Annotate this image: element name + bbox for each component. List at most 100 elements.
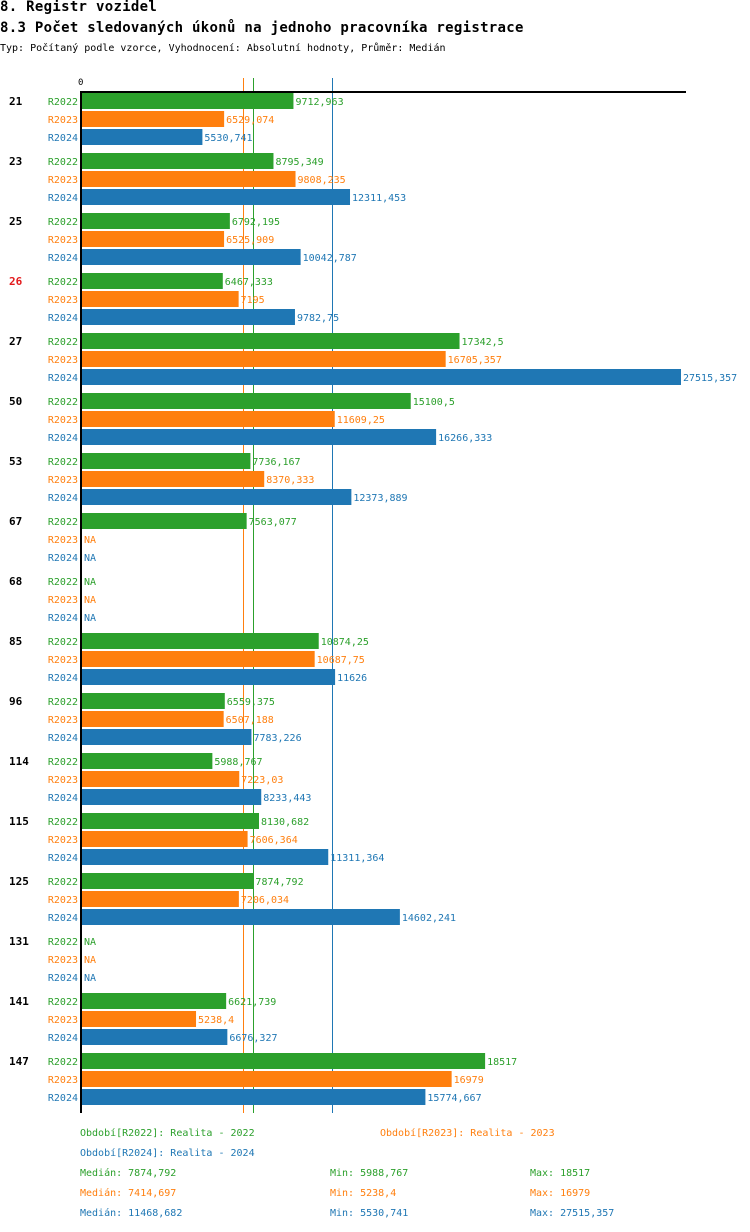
series-label: R2023 [48, 535, 78, 546]
series-label: R2022 [48, 637, 78, 648]
bar-value-label: 10687,75 [317, 655, 365, 666]
bar-value-label: 12311,453 [352, 193, 406, 204]
bar [82, 789, 262, 805]
bar-value-label: NA [84, 973, 96, 984]
bar-value-label: 7783,226 [253, 733, 301, 744]
series-label: R2023 [48, 235, 78, 246]
series-label: R2023 [48, 595, 78, 606]
bar-value-label: 17342,5 [462, 337, 504, 348]
category-label: 27 [9, 335, 22, 348]
bar-value-label: 8130,682 [261, 817, 309, 828]
bar-value-label: 11609,25 [337, 415, 385, 426]
series-label: R2022 [48, 337, 78, 348]
bar-value-label: NA [84, 577, 96, 588]
series-label: R2023 [48, 115, 78, 126]
bar-value-label: 9808,235 [298, 175, 346, 186]
series-label: R2022 [48, 997, 78, 1008]
series-label: R2024 [48, 1033, 78, 1044]
series-label: R2022 [48, 217, 78, 228]
bar-value-label: 7195 [241, 295, 265, 306]
category-label: 131 [9, 935, 29, 948]
series-label: R2023 [48, 475, 78, 486]
series-label: R2024 [48, 193, 78, 204]
series-label: R2024 [48, 313, 78, 324]
bar [82, 273, 223, 289]
category-label: 25 [9, 215, 22, 228]
series-label: R2022 [48, 397, 78, 408]
series-label: R2024 [48, 373, 78, 384]
bar [82, 873, 254, 889]
series-label: R2024 [48, 133, 78, 144]
bar [82, 189, 351, 205]
bar [82, 831, 248, 847]
chart-subtitle: Typ: Počítaný podle vzorce, Vyhodnocení:… [0, 43, 446, 54]
category-label: 141 [9, 995, 29, 1008]
bar-value-label: 7563,077 [249, 517, 297, 528]
bar [82, 651, 315, 667]
bar [82, 771, 240, 787]
bar-value-label: 16979 [454, 1075, 484, 1086]
category-label: 96 [9, 695, 23, 708]
bar-value-label: 8233,443 [263, 793, 311, 804]
bar [82, 489, 352, 505]
bar [82, 711, 224, 727]
series-label: R2023 [48, 355, 78, 366]
bar-value-label: 6467,333 [225, 277, 273, 288]
bar-value-label: 18517 [487, 1057, 517, 1068]
bar [82, 351, 446, 367]
bar [82, 1011, 197, 1027]
bar-value-label: 7606,364 [250, 835, 298, 846]
bar-value-label: 5988,767 [214, 757, 262, 768]
category-label: 114 [9, 755, 29, 768]
category-label: 26 [9, 275, 23, 288]
bar-value-label: 14602,241 [402, 913, 456, 924]
x-tick-label: 0 [78, 78, 83, 88]
bar-value-label: 5530,741 [204, 133, 252, 144]
category-label: 67 [9, 515, 22, 528]
stat-median-r2022: Medián: 7874,792 [80, 1168, 177, 1179]
stat-max-r2024: Max: 27515,357 [530, 1208, 615, 1219]
series-label: R2022 [48, 577, 78, 588]
series-label: R2024 [48, 913, 78, 924]
bar-value-label: 5238,4 [198, 1015, 234, 1026]
bar [82, 309, 295, 325]
bar-value-label: 6525,909 [226, 235, 274, 246]
category-label: 50 [9, 395, 22, 408]
bar [82, 411, 335, 427]
bar-value-label: 11311,364 [330, 853, 384, 864]
bar [82, 429, 437, 445]
bar [82, 1089, 426, 1105]
bar [82, 1071, 452, 1087]
bar-value-label: 6792,195 [232, 217, 280, 228]
bar-value-label: 6507,188 [226, 715, 274, 726]
bar-value-label: NA [84, 535, 96, 546]
bar [82, 813, 260, 829]
bar-value-label: 6621,739 [228, 997, 276, 1008]
series-label: R2024 [48, 793, 78, 804]
series-label: R2022 [48, 517, 78, 528]
bar-value-label: 10042,787 [303, 253, 357, 264]
bar [82, 849, 329, 865]
series-label: R2024 [48, 613, 78, 624]
series-label: R2022 [48, 877, 78, 888]
category-label: 21 [9, 95, 23, 108]
bar-value-label: 9782,75 [297, 313, 339, 324]
chart-title: 8.3 Počet sledovaných úkonů na jednoho p… [0, 20, 524, 36]
series-label: R2022 [48, 277, 78, 288]
series-label: R2024 [48, 433, 78, 444]
series-label: R2024 [48, 973, 78, 984]
series-label: R2023 [48, 1075, 78, 1086]
bar-value-label: 27515,357 [683, 373, 737, 384]
bar [82, 393, 411, 409]
series-label: R2024 [48, 493, 78, 504]
bar [82, 171, 296, 187]
series-label: R2023 [48, 895, 78, 906]
bar [82, 129, 203, 145]
series-label: R2023 [48, 835, 78, 846]
series-label: R2023 [48, 175, 78, 186]
legend-period-r2022: Období[R2022]: Realita - 2022 [80, 1128, 255, 1139]
series-label: R2022 [48, 1057, 78, 1068]
stat-median-r2023: Medián: 7414,697 [80, 1188, 177, 1199]
series-label: R2023 [48, 295, 78, 306]
